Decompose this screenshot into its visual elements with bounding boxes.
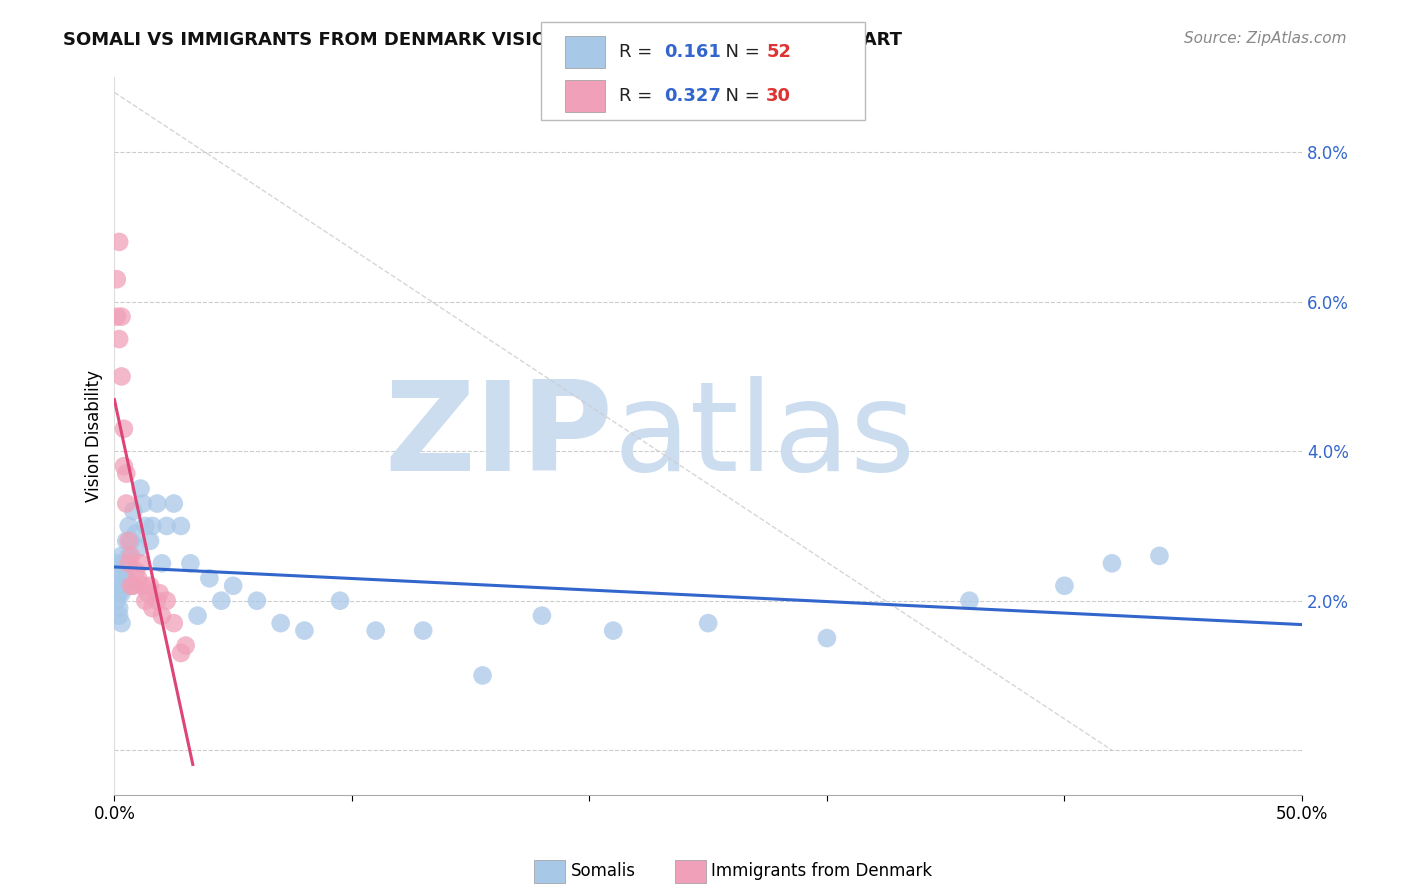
Point <box>134 519 156 533</box>
Point <box>170 519 193 533</box>
Point <box>179 557 201 571</box>
Point <box>412 624 434 638</box>
Point <box>118 557 141 571</box>
Point <box>139 579 162 593</box>
Point <box>134 593 156 607</box>
Point <box>108 608 131 623</box>
Point <box>170 646 193 660</box>
Point <box>1101 557 1123 571</box>
Text: R =: R = <box>619 43 658 61</box>
Point <box>471 668 494 682</box>
Text: Somalis: Somalis <box>571 863 636 880</box>
Point <box>136 586 159 600</box>
Point <box>150 608 173 623</box>
Point <box>222 579 245 593</box>
Point <box>105 557 128 571</box>
Text: N =: N = <box>714 43 766 61</box>
Point <box>246 593 269 607</box>
Point <box>146 593 169 607</box>
Point <box>815 631 838 645</box>
Point <box>120 549 142 563</box>
Point <box>118 549 141 563</box>
Text: Source: ZipAtlas.com: Source: ZipAtlas.com <box>1184 31 1347 46</box>
Point <box>156 519 179 533</box>
Point <box>110 549 132 563</box>
Point <box>105 593 128 607</box>
Point <box>156 593 179 607</box>
Point <box>110 571 132 585</box>
Point <box>108 601 131 615</box>
Point <box>129 557 152 571</box>
Point <box>112 557 135 571</box>
Point <box>120 579 142 593</box>
Point <box>110 586 132 600</box>
Point <box>125 526 148 541</box>
Point <box>209 593 232 607</box>
Point <box>186 608 208 623</box>
Text: atlas: atlas <box>613 376 915 497</box>
Point <box>959 593 981 607</box>
Point <box>129 482 152 496</box>
Point <box>108 586 131 600</box>
Point <box>132 496 155 510</box>
Point <box>148 586 170 600</box>
Point <box>141 601 163 615</box>
Point <box>118 533 141 548</box>
Point <box>112 459 135 474</box>
Point <box>1053 579 1076 593</box>
Point <box>120 579 142 593</box>
Point <box>110 616 132 631</box>
Point <box>139 533 162 548</box>
Text: SOMALI VS IMMIGRANTS FROM DENMARK VISION DISABILITY CORRELATION CHART: SOMALI VS IMMIGRANTS FROM DENMARK VISION… <box>63 31 903 49</box>
Point <box>110 369 132 384</box>
Point <box>132 579 155 593</box>
Point <box>602 624 624 638</box>
Point <box>112 579 135 593</box>
Point <box>112 422 135 436</box>
Point <box>105 310 128 324</box>
Text: ZIP: ZIP <box>384 376 613 497</box>
Point <box>530 608 553 623</box>
Point <box>364 624 387 638</box>
Point <box>108 235 131 249</box>
Text: R =: R = <box>619 87 658 105</box>
Point <box>697 616 720 631</box>
Text: 0.327: 0.327 <box>664 87 720 105</box>
Point <box>1149 549 1171 563</box>
Point <box>329 593 352 607</box>
Point <box>105 579 128 593</box>
Point <box>127 541 149 556</box>
Point <box>108 564 131 578</box>
Point <box>146 496 169 510</box>
Point <box>174 639 197 653</box>
Y-axis label: Vision Disability: Vision Disability <box>86 370 103 502</box>
Point <box>163 496 186 510</box>
Point <box>125 564 148 578</box>
Point <box>108 332 131 346</box>
Point <box>127 571 149 585</box>
Point <box>122 504 145 518</box>
Text: 30: 30 <box>766 87 792 105</box>
Point <box>105 272 128 286</box>
Point <box>198 571 221 585</box>
Point <box>163 616 186 631</box>
Point <box>115 533 138 548</box>
Point <box>150 557 173 571</box>
Text: 0.161: 0.161 <box>664 43 720 61</box>
Point <box>120 533 142 548</box>
Point <box>115 571 138 585</box>
Text: 52: 52 <box>766 43 792 61</box>
Point <box>122 579 145 593</box>
Point <box>115 496 138 510</box>
Point <box>270 616 292 631</box>
Point <box>294 624 316 638</box>
Text: N =: N = <box>714 87 766 105</box>
Point <box>115 467 138 481</box>
Point <box>118 519 141 533</box>
Text: Immigrants from Denmark: Immigrants from Denmark <box>711 863 932 880</box>
Point <box>110 310 132 324</box>
Point <box>141 519 163 533</box>
